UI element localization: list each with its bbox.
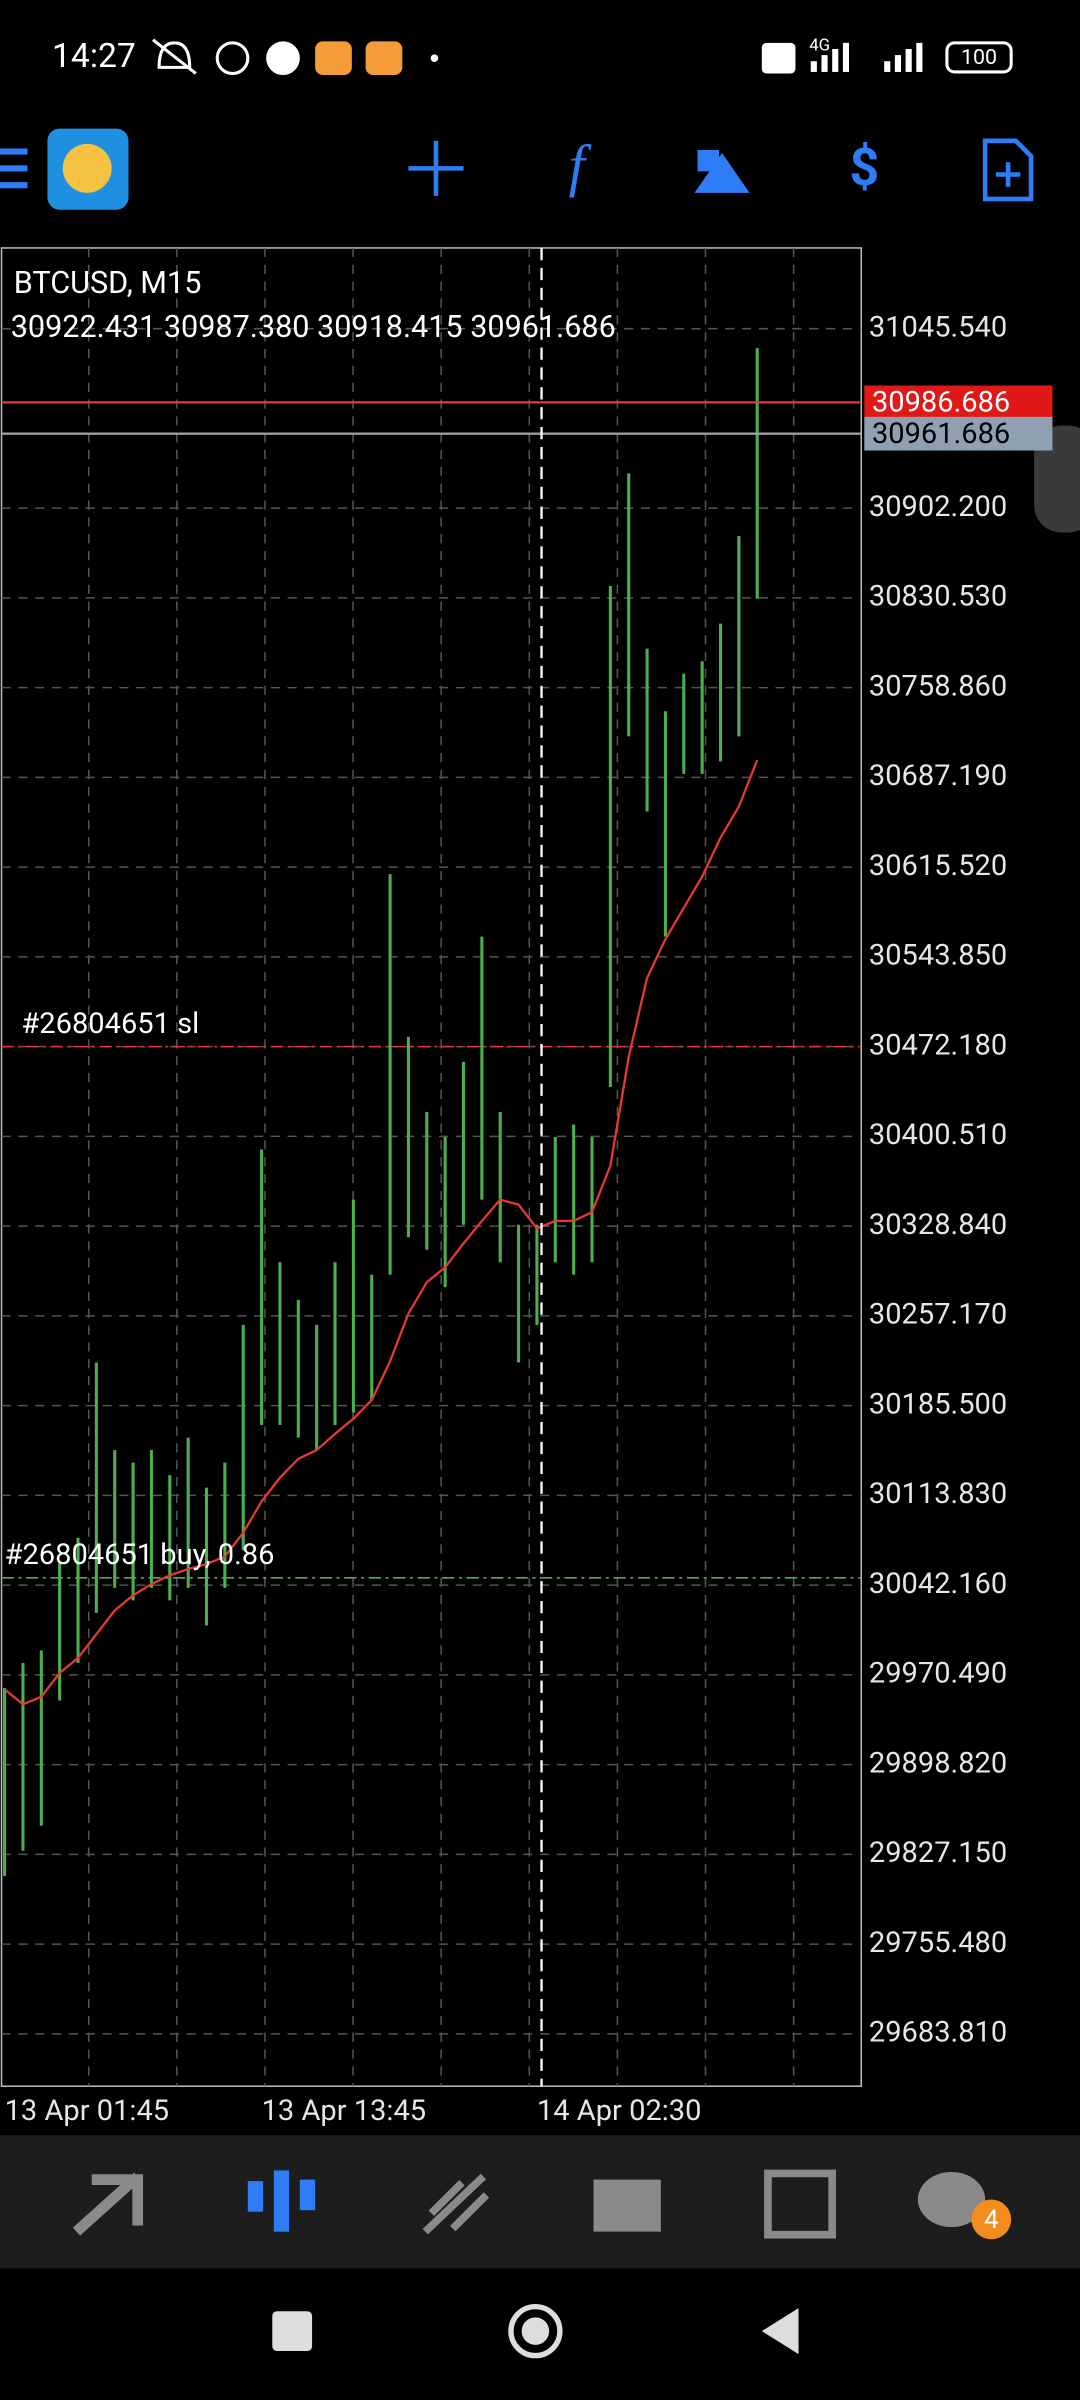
signal [810,42,923,72]
chart-title: BTCUSD, M15 [14,266,202,301]
y-tick-label: 30400.510 [869,1118,1007,1152]
volte [761,42,796,74]
bid-price: 30961.686 [872,417,1010,451]
back-button[interactable] [761,2308,799,2355]
side-panel-handle[interactable] [1034,425,1080,533]
x-tick-label: 13 Apr 01:45 [5,2094,170,2128]
trade-tab[interactable] [422,2173,490,2235]
y-tick-label: 30257.170 [869,1298,1007,1332]
y-tick-label: 30687.190 [869,759,1007,793]
quotes-tab[interactable] [72,2172,144,2236]
y-tick-label: 30042.160 [869,1567,1007,1601]
home-dot [521,2317,550,2345]
logo-mark [62,143,112,193]
ask-tag [864,385,1053,420]
app-icon [315,41,352,75]
battery-level: 100 [961,45,997,70]
y-tick-label: 29970.490 [869,1657,1007,1691]
y-tick-label: 30902.200 [869,490,1007,524]
chart-layer: #26804651 sl #26804651 buy, 0.86 [1,327,862,2035]
order-label: #26804651 buy, 0.86 [5,1538,275,1572]
news-tab[interactable] [764,2169,837,2239]
y-tick-label: 30472.180 [869,1028,1007,1062]
y-tick-label: 29827.150 [869,1836,1007,1870]
recents-button[interactable] [272,2311,313,2352]
status-icons [152,38,300,75]
battery [945,41,1013,74]
home-button[interactable] [508,2303,563,2359]
y-tick-label: 29755.480 [869,1926,1007,1960]
symbol-button[interactable]: $ [849,137,879,198]
nav-icons [72,2169,986,2239]
network: 4G [809,35,830,55]
x-tick-label: 13 Apr 13:45 [262,2094,427,2128]
chart-frame [0,247,863,2087]
y-tick-label: 30830.530 [869,580,1007,614]
y-tick-label: 30328.840 [869,1208,1007,1242]
x-tick-label: 14 Apr 02:30 [537,2094,702,2128]
toolbar: f $ [0,128,1034,210]
y-tick-label: 30113.830 [869,1477,1007,1511]
y-tick-label: 30543.850 [869,939,1007,973]
menu[interactable] [0,148,28,155]
y-tick-label: 29683.810 [869,2016,1007,2050]
objects-button[interactable] [694,150,750,193]
crosshair-button[interactable] [408,140,464,196]
app-icon [365,41,403,75]
menu-bar [0,182,28,189]
dot [430,54,439,62]
badge [971,2199,1012,2240]
y-tick-label: 31045.540 [869,310,1007,344]
menu-bar [0,165,28,172]
chart-tab[interactable] [247,2170,316,2232]
new-order-button[interactable] [982,138,1034,202]
bottom-nav [0,2135,1080,2269]
y-tick-label: 30615.520 [869,849,1007,883]
badge-count: 4 [984,2205,999,2235]
y-tick-label: 30758.860 [869,669,1007,703]
vertical-grid [87,247,795,2087]
order-label: #26804651 sl [21,1007,199,1041]
clock: 14:27 [52,37,136,76]
messages-tab[interactable] [917,2171,986,2228]
y-tick-label: 29898.820 [869,1746,1007,1780]
bid-tag [864,416,1053,451]
moving-average [3,759,759,1706]
ohlc-info: 30922.431 30987.380 30918.415 30961.686 [11,310,616,345]
history-tab[interactable] [593,2179,661,2232]
y-tick-label: 30185.500 [869,1387,1007,1421]
ask-price: 30986.686 [872,386,1010,420]
